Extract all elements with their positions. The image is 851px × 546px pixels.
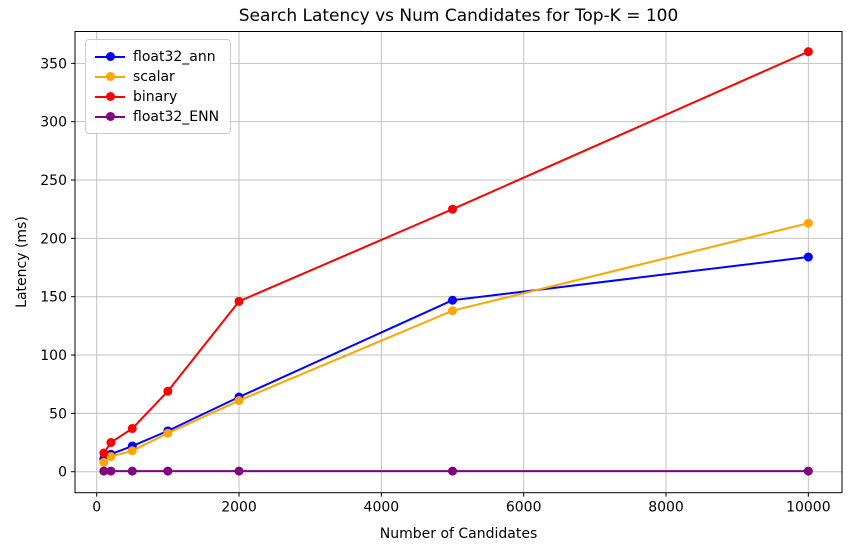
data-point-binary [106,438,116,448]
legend-label: float32_ENN [133,108,220,125]
data-point-float32_ENN [234,466,244,476]
y-tick-label: 200 [40,231,67,247]
data-point-float32_ENN [448,466,458,476]
data-point-float32_ann [448,295,458,305]
legend: float32_ann scalar binary float32_ENN [85,39,232,134]
x-axis-label: Number of Candidates [379,526,538,542]
legend-marker-scalar-icon [95,72,125,82]
data-point-scalar [99,457,109,467]
x-tick-label: 4000 [364,500,400,516]
legend-marker-binary-icon [95,92,125,102]
legend-item-float32-enn: float32_ENN [95,107,219,126]
data-point-binary [99,448,109,458]
data-point-scalar [106,452,116,462]
data-point-scalar [234,396,244,406]
series-line-float32_ann [102,256,810,460]
plot-box [74,31,843,494]
y-tick-label: 50 [49,406,67,422]
data-point-float32_ENN [106,466,116,476]
x-tick-label: 6000 [506,500,542,516]
x-tick-label: 10000 [786,500,831,516]
data-point-binary [127,424,137,434]
y-axis-label: Latency (ms) [14,216,30,308]
data-point-float32_ann [803,252,813,262]
data-point-float32_ENN [127,466,137,476]
legend-label: binary [133,88,178,105]
x-tick-label: 0 [92,500,101,516]
x-tick-label: 2000 [221,500,257,516]
data-point-binary [803,47,813,57]
y-tick-label: 350 [40,56,67,72]
chart-title: Search Latency vs Num Candidates for Top… [238,6,679,26]
series-line-scalar [102,222,810,464]
data-point-float32_ENN [803,466,813,476]
legend-label: float32_ann [133,48,216,65]
data-point-scalar [127,446,137,456]
data-point-binary [163,386,173,396]
legend-item-scalar: scalar [95,67,219,86]
data-point-binary [448,204,458,214]
data-point-scalar [803,218,813,228]
legend-item-binary: binary [95,87,219,106]
data-point-float32_ENN [99,466,109,476]
y-tick-label: 250 [40,173,67,189]
legend-item-float32-ann: float32_ann [95,47,219,66]
data-point-binary [234,296,244,306]
y-tick-label: 100 [40,348,67,364]
legend-label: scalar [133,68,175,85]
legend-marker-float32-enn-icon [95,112,125,122]
data-point-scalar [163,428,173,438]
y-tick-label: 300 [40,115,67,131]
y-tick-label: 150 [40,290,67,306]
y-tick-label: 0 [58,465,67,481]
data-point-scalar [448,306,458,316]
x-tick-label: 8000 [648,500,684,516]
legend-marker-float32-ann-icon [95,52,125,62]
data-point-float32_ENN [163,466,173,476]
